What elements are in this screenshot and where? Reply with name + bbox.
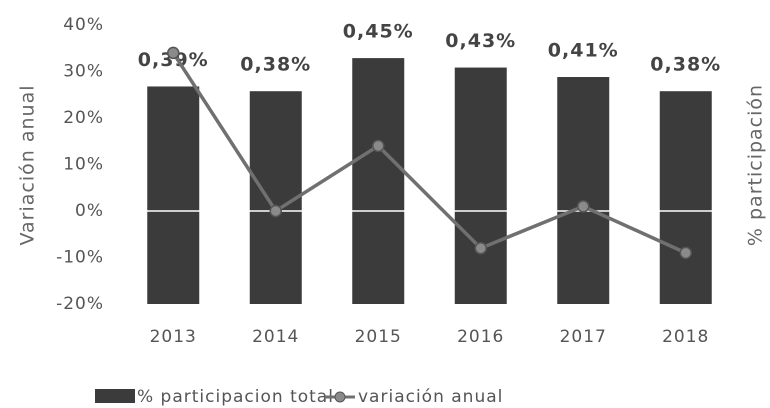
bar <box>557 77 610 304</box>
x-tick-label: 2013 <box>150 327 197 347</box>
y-tick-label: 30% <box>63 62 104 82</box>
y-tick-label: 10% <box>63 155 104 175</box>
x-tick-label: 2016 <box>457 327 504 347</box>
bar <box>352 58 405 304</box>
point <box>474 241 487 255</box>
bar <box>147 86 200 304</box>
x-tick-label: 2017 <box>560 327 607 347</box>
legend-swatch <box>95 389 135 403</box>
legend-label: variación anual <box>358 387 503 407</box>
point <box>269 204 282 218</box>
bar <box>249 91 302 304</box>
value-label: 0,43% <box>445 30 516 52</box>
value-label: 0,38% <box>240 54 311 76</box>
legend-swatch-point <box>334 391 346 403</box>
y2-axis-title: % participación <box>745 84 767 246</box>
y-axis-title: Variación anual <box>17 85 39 246</box>
value-label: 0,38% <box>650 54 721 76</box>
y-tick-label: -20% <box>56 294 104 314</box>
value-label: 0,41% <box>548 40 619 62</box>
y-tick-label: -10% <box>56 248 104 268</box>
y-tick-label: 0% <box>75 201 104 221</box>
value-label: 0,39% <box>138 49 209 71</box>
point <box>372 139 385 153</box>
y-tick-label: 20% <box>63 108 104 128</box>
x-tick-label: 2014 <box>252 327 299 347</box>
value-label: 0,45% <box>343 21 414 43</box>
legend-label: % participacion total <box>137 387 334 407</box>
point <box>577 200 590 213</box>
line <box>171 51 687 255</box>
point <box>167 46 180 60</box>
x-tick-label: 2015 <box>355 327 402 347</box>
bar <box>454 67 507 304</box>
bar <box>659 91 712 304</box>
point <box>679 246 692 260</box>
y-tick-label: 40% <box>63 15 104 35</box>
x-tick-label: 2018 <box>662 327 709 347</box>
